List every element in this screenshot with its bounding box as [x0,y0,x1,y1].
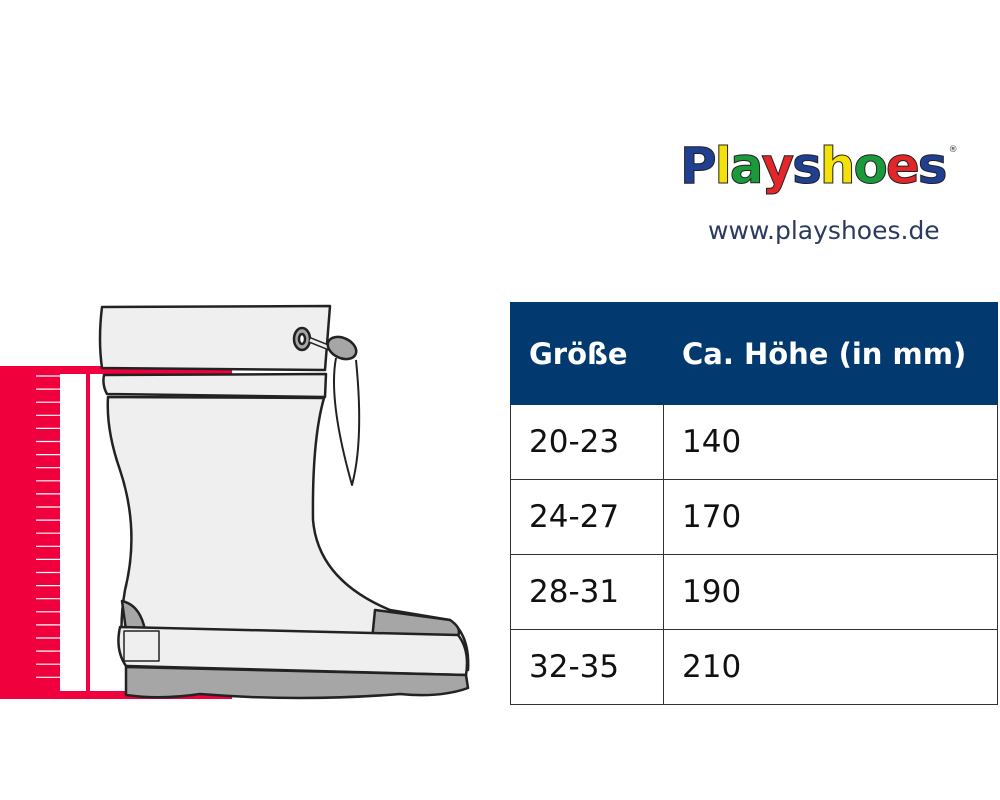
registered-mark: ® [948,145,958,155]
website-url: www.playshoes.de [708,216,940,245]
boot-measurement-illustration [0,304,470,700]
logo-letter: s [917,137,948,196]
size-cell: 32-35 [510,629,664,705]
logo-letter: o [853,137,888,196]
logo-letter: a [729,137,764,196]
size-cell: 28-31 [510,554,664,630]
table-row: 20-23 140 [510,404,998,480]
logo-letter: l [714,137,732,196]
table-row: 32-35 210 [510,629,998,705]
logo-wordmark: Playshoes [680,136,949,196]
height-cell: 140 [663,404,998,480]
ruler [0,366,232,699]
boot [98,304,470,700]
size-cell: 20-23 [510,404,664,480]
table-row: 28-31 190 [510,554,998,630]
size-table: Größe Ca. Höhe (in mm) 20-23 140 24-27 170… [510,302,998,705]
size-cell: 24-27 [510,479,664,555]
logo-letter: h [819,137,856,196]
height-cell: 190 [663,554,998,630]
logo-letter: y [761,137,795,196]
logo-letter: P [680,137,718,196]
height-cell: 210 [663,629,998,705]
table-row: 24-27 170 [510,479,998,555]
logo-row: Playshoes ® [680,136,958,196]
height-cell: 170 [663,479,998,555]
logo-letter: s [792,137,823,196]
header-size: Größe [510,302,664,405]
header-height: Ca. Höhe (in mm) [663,302,998,405]
table-header-row: Größe Ca. Höhe (in mm) [510,302,998,405]
logo-letter: e [885,137,920,196]
playshoes-logo: Playshoes ® www.playshoes.de [678,92,1000,252]
